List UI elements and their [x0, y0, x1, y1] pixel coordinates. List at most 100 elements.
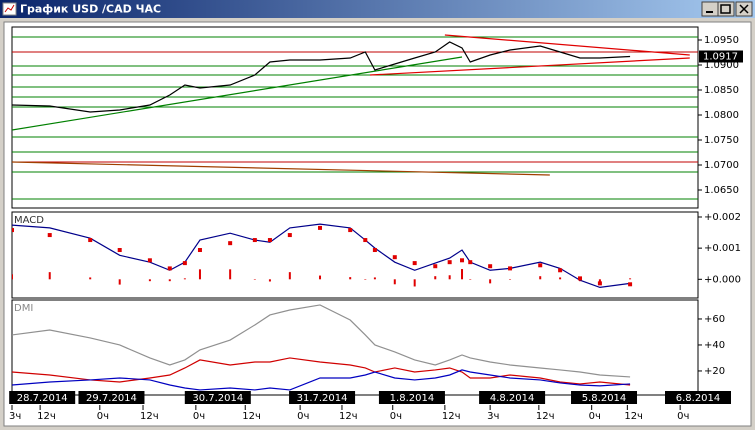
histogram-bar [12, 274, 13, 280]
signal-dot [147, 258, 152, 263]
date-label: 31.7.2014 [297, 393, 348, 404]
trend-line [12, 161, 550, 176]
app-icon-line [4, 4, 15, 13]
x-tick-label: 3ч [487, 411, 499, 422]
histogram-bar [148, 279, 151, 282]
signal-dot [167, 266, 172, 271]
date-box [289, 391, 356, 404]
x-tick-label: 12ч [140, 411, 159, 422]
histogram-bar [268, 279, 271, 282]
title-bar [0, 0, 755, 18]
x-tick-label: 12ч [536, 411, 555, 422]
signal-dot [508, 266, 513, 271]
x-tick-label: 12ч [339, 411, 358, 422]
series-line [12, 369, 631, 391]
trend-line [370, 57, 690, 76]
signal-dot [267, 238, 272, 243]
signal-dot [12, 228, 14, 233]
last-price-label: 1.0917 [703, 52, 738, 63]
last-price-box [699, 50, 743, 63]
histogram-bar [48, 272, 51, 280]
panel-title: MACD [14, 215, 44, 226]
histogram-bar [469, 279, 472, 280]
histogram-bar [559, 277, 562, 280]
histogram-bar [183, 278, 186, 280]
y-tick-label: +40 [704, 340, 725, 351]
date-box [184, 391, 251, 404]
histogram-bar [393, 279, 396, 285]
histogram-bar [373, 277, 376, 280]
minimize-button[interactable] [701, 1, 719, 17]
price-panel [11, 26, 699, 209]
date-box [9, 391, 76, 404]
signal-dot [182, 261, 187, 266]
date-box [78, 391, 145, 404]
x-tick-label: 0ч [589, 411, 601, 422]
y-tick-label: 1.0850 [704, 85, 739, 96]
signal-dot [197, 248, 202, 253]
x-tick-label: 0ч [390, 411, 402, 422]
date-box [571, 391, 638, 404]
histogram-bar [118, 279, 121, 285]
date-label: 4.8.2014 [490, 393, 535, 404]
date-label: 6.8.2014 [676, 393, 721, 404]
date-box [665, 391, 731, 404]
series-line [12, 41, 631, 113]
plot [12, 34, 698, 200]
signal-dot [363, 238, 368, 243]
signal-dot [392, 255, 397, 260]
signal-dot [252, 238, 257, 243]
signal-dot [538, 263, 543, 268]
y-tick-label: +20 [704, 366, 725, 377]
maximize-glyph [720, 4, 731, 14]
y-tick-label: 1.0650 [704, 185, 739, 196]
y-tick-label: +0.000 [704, 274, 741, 285]
plot [12, 223, 633, 289]
date-label: 1.8.2014 [390, 393, 435, 404]
histogram-bar [349, 277, 352, 280]
signal-dot [460, 258, 465, 263]
x-tick-label: 12ч [37, 411, 56, 422]
y-tick-label: 1.0900 [704, 60, 739, 71]
histogram-bar [229, 269, 232, 280]
signal-dot [447, 260, 452, 265]
x-tick-label: 12ч [442, 411, 461, 422]
series-line [12, 304, 631, 378]
signal-dot [348, 228, 353, 233]
histogram-bar [319, 275, 322, 280]
signal-dot [228, 241, 233, 246]
signal-dot [578, 276, 583, 281]
signal-dot [318, 225, 323, 230]
y-tick-label: 1.0750 [704, 135, 739, 146]
signal-dot [47, 233, 52, 238]
close-glyph [739, 4, 749, 14]
histogram-bar [539, 276, 542, 280]
histogram-bar [89, 277, 92, 280]
signal-dot [488, 264, 493, 269]
window-buttons [701, 1, 753, 17]
histogram-bar [489, 279, 492, 284]
y-tick-label: +0.002 [704, 212, 741, 223]
dmi-panel [11, 299, 699, 396]
x-tick-label: 12ч [242, 411, 261, 422]
date-label: 29.7.2014 [86, 393, 137, 404]
y-tick-label: +60 [704, 314, 725, 325]
date-box [479, 391, 546, 404]
signal-dot [558, 268, 563, 273]
signal-dot [88, 238, 93, 243]
trend-line [444, 34, 690, 56]
histogram-bar [198, 269, 201, 280]
y-tick-label: 1.0800 [704, 110, 739, 121]
series-line [12, 357, 631, 386]
histogram-bar [168, 279, 171, 282]
x-tick-label: 12ч [624, 411, 643, 422]
signal-dot [433, 264, 438, 269]
histogram-bar [448, 275, 451, 280]
date-label: 28.7.2014 [17, 393, 68, 404]
signal-dot [372, 248, 377, 253]
x-tick-label: 0ч [97, 411, 109, 422]
date-label: 30.7.2014 [192, 393, 243, 404]
signal-dot [117, 248, 122, 253]
